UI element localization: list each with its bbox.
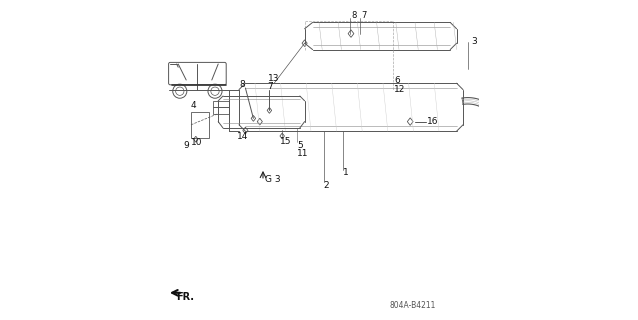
- Bar: [213, 101, 230, 114]
- Text: FR.: FR.: [177, 292, 195, 302]
- Text: 7: 7: [267, 82, 273, 91]
- Text: G 3: G 3: [265, 175, 280, 184]
- Text: 14: 14: [237, 132, 249, 140]
- Text: 16: 16: [427, 117, 439, 126]
- Text: 7: 7: [361, 11, 367, 20]
- Text: 9: 9: [183, 141, 189, 150]
- Text: 10: 10: [191, 138, 202, 147]
- Text: 12: 12: [394, 85, 406, 94]
- Text: 1: 1: [343, 168, 349, 177]
- Text: 15: 15: [280, 137, 292, 146]
- Text: 13: 13: [268, 74, 279, 83]
- Text: 804A-B4211: 804A-B4211: [389, 301, 436, 310]
- Text: 5: 5: [297, 141, 303, 150]
- Text: 8: 8: [239, 80, 245, 89]
- Text: 3: 3: [471, 37, 477, 46]
- Text: 11: 11: [297, 149, 309, 158]
- Text: 6: 6: [394, 76, 400, 84]
- Text: 8: 8: [352, 11, 357, 20]
- Bar: [191, 112, 209, 138]
- Text: 2: 2: [324, 181, 329, 190]
- Text: 4: 4: [191, 101, 197, 110]
